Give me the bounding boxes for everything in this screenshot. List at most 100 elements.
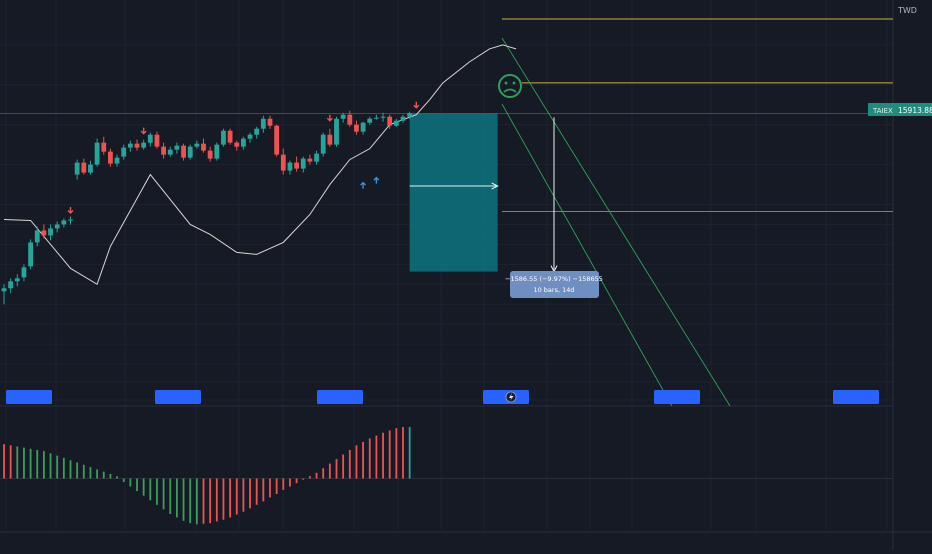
candle xyxy=(167,149,173,155)
osc-bar xyxy=(16,446,19,479)
horizontal-levels[interactable] xyxy=(0,18,893,212)
osc-bar xyxy=(43,451,45,479)
candle xyxy=(194,143,200,147)
osc-bar xyxy=(388,430,391,479)
candle xyxy=(307,158,313,162)
candle xyxy=(393,120,399,126)
osc-bar xyxy=(255,478,258,505)
candle xyxy=(274,125,280,155)
buy-arrow-icon xyxy=(373,176,380,184)
osc-bar xyxy=(295,478,298,484)
candle xyxy=(207,150,213,159)
osc-bar xyxy=(275,478,278,494)
osc-bar xyxy=(9,445,12,479)
candle xyxy=(54,224,60,229)
candle xyxy=(161,146,166,155)
osc-bar xyxy=(235,478,238,515)
osc-bar xyxy=(116,476,118,479)
last-price-value: 15913.88 xyxy=(898,106,932,115)
candle xyxy=(114,157,120,164)
sell-arrow-icon xyxy=(140,127,147,135)
osc-bar xyxy=(289,478,291,487)
candle xyxy=(134,143,140,148)
osc-bar xyxy=(156,478,158,505)
candle xyxy=(94,142,100,165)
candle xyxy=(101,142,107,152)
candle xyxy=(294,162,299,169)
candle xyxy=(214,144,220,159)
bar-range-badges xyxy=(6,390,879,404)
candle xyxy=(14,278,20,282)
osc-bar xyxy=(242,478,245,512)
candle xyxy=(48,228,53,236)
candles[interactable] xyxy=(1,110,413,305)
moving-average xyxy=(3,44,517,286)
osc-bar xyxy=(169,478,172,514)
candle xyxy=(88,164,93,173)
measure-tooltip: −1586.55 (−9.97%) −158655 10 bars, 14d xyxy=(505,271,603,298)
osc-bar xyxy=(162,478,165,510)
osc-bar xyxy=(122,478,125,482)
candle xyxy=(407,113,413,117)
candle xyxy=(287,162,293,171)
osc-bar xyxy=(342,454,345,479)
osc-bar xyxy=(335,459,338,479)
grid-lines xyxy=(0,0,894,550)
candle xyxy=(108,151,113,164)
candle xyxy=(254,128,260,135)
candle xyxy=(374,117,379,119)
osc-bar xyxy=(129,478,132,487)
candle xyxy=(280,154,286,171)
sell-arrow-icon xyxy=(67,206,74,214)
osc-bar xyxy=(408,427,411,479)
measure-tooltip-bg xyxy=(510,271,599,298)
osc-bar xyxy=(348,449,351,479)
trend-lines[interactable] xyxy=(501,37,731,407)
osc-bar xyxy=(222,478,225,520)
osc-bar xyxy=(249,478,251,509)
candle xyxy=(141,142,147,148)
candle xyxy=(320,134,326,154)
measure-change: −1586.55 (−9.97%) −158655 xyxy=(505,275,603,283)
candle xyxy=(260,118,266,129)
candle xyxy=(61,220,67,225)
candle xyxy=(354,124,359,132)
bar-range-badge-bg xyxy=(6,390,52,404)
projection-zone[interactable] xyxy=(409,113,558,273)
osc-bar xyxy=(328,463,331,479)
last-price-symbol: TAIEX xyxy=(872,107,893,115)
osc-bar xyxy=(382,432,384,479)
candle xyxy=(8,281,14,289)
osc-bar xyxy=(136,478,138,492)
candle xyxy=(360,122,366,132)
osc-bar xyxy=(82,464,85,479)
measure-duration: 10 bars, 14d xyxy=(533,286,574,294)
candle xyxy=(221,130,226,145)
candle xyxy=(34,230,40,243)
candle xyxy=(334,118,339,145)
candle xyxy=(121,147,127,157)
osc-bar xyxy=(176,478,178,518)
osc-bar xyxy=(149,478,152,501)
candle xyxy=(181,145,186,158)
candle xyxy=(314,153,319,162)
osc-bar xyxy=(96,469,98,479)
candle xyxy=(340,114,346,119)
osc-bar xyxy=(355,445,358,479)
signal-markers xyxy=(67,101,420,214)
osc-bar xyxy=(209,478,212,524)
candle xyxy=(380,116,386,118)
osc-bar xyxy=(322,468,325,479)
measure-arrow-right-icon xyxy=(491,182,499,190)
candle xyxy=(201,143,206,151)
trend-line-upper xyxy=(501,37,731,407)
candle xyxy=(327,134,333,145)
osc-bar xyxy=(49,453,52,479)
osc-bar xyxy=(102,471,105,479)
candle xyxy=(187,146,193,158)
oscillator-histogram xyxy=(0,427,893,525)
candle xyxy=(127,143,133,148)
